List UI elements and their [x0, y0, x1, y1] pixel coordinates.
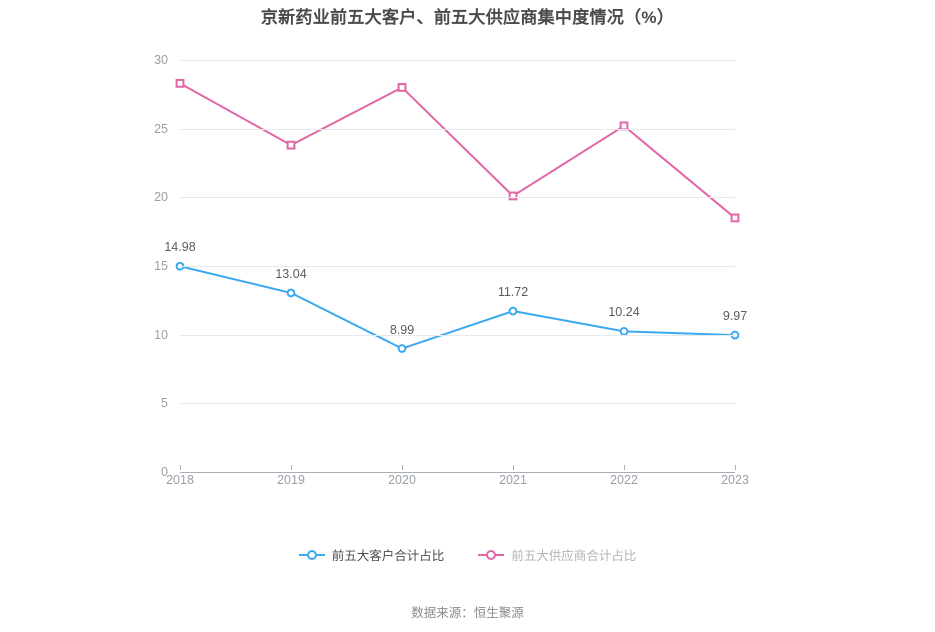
series-lines — [175, 78, 740, 353]
series-line-1 — [179, 82, 736, 219]
gridline — [180, 197, 735, 199]
data-source-note: 数据来源：恒生聚源 — [411, 606, 524, 620]
gridline — [180, 128, 735, 130]
data-point-marker[interactable] — [397, 344, 407, 353]
data-point-marker[interactable] — [175, 78, 185, 88]
x-axis: 2018 2019 2020 2021 2022 2023 — [166, 465, 749, 495]
data-point-label: 14.98 — [164, 240, 196, 255]
y-tick-label: 15 — [154, 259, 168, 273]
data-point-marker[interactable] — [730, 213, 740, 223]
legend-item-1[interactable]: 前五大供应商合计占比 — [478, 545, 636, 564]
x-tick-mark — [402, 465, 403, 470]
legend-line-marker-icon — [298, 549, 325, 560]
data-point-marker[interactable] — [508, 191, 518, 201]
x-tick-label: 2020 — [388, 473, 416, 487]
y-tick-label: 0 — [161, 465, 168, 479]
data-point-label: 11.72 — [497, 285, 529, 300]
legend-line-marker-icon — [478, 549, 505, 560]
gridline — [180, 266, 735, 267]
x-tick-label: 2022 — [610, 473, 638, 487]
y-tick-label: 20 — [154, 190, 168, 205]
x-tick-mark — [735, 465, 736, 470]
data-point-marker[interactable] — [286, 288, 296, 298]
y-tick-label: 5 — [161, 396, 168, 411]
plot-area: 14.98 13.04 8.99 11.72 10.24 9.97 — [164, 60, 747, 473]
chart-legend: 前五大客户合计占比 前五大供应商合计占比 — [0, 545, 935, 564]
y-tick-label: 30 — [154, 53, 168, 67]
data-point-label: 9.97 — [722, 309, 748, 324]
data-point-marker[interactable] — [508, 306, 518, 316]
x-tick-mark — [180, 465, 181, 470]
legend-item-label: 前五大客户合计占比 — [331, 549, 445, 563]
chart-title: 京新药业前五大客户、前五大供应商集中度情况（%） — [260, 8, 675, 27]
x-tick-label: 2021 — [499, 473, 527, 487]
y-tick-label: 10 — [154, 327, 168, 342]
y-axis: 0 5 10 15 20 25 30 — [128, 53, 168, 479]
legend-item-0[interactable]: 前五大客户合计占比 — [298, 545, 445, 564]
data-point-marker[interactable] — [286, 140, 296, 150]
gridline — [180, 403, 735, 405]
x-tick-label: 2019 — [277, 473, 305, 487]
x-tick-label: 2018 — [166, 473, 194, 487]
data-point-label: 13.04 — [275, 266, 307, 281]
x-tick-mark — [624, 465, 625, 470]
data-point-marker[interactable] — [397, 83, 407, 92]
gridline — [180, 334, 735, 336]
y-tick-label: 25 — [154, 121, 168, 136]
data-point-label: 8.99 — [389, 322, 415, 337]
gridline — [180, 60, 735, 61]
x-tick-mark — [513, 465, 514, 470]
data-point-label: 10.24 — [608, 305, 640, 320]
x-axis-line — [180, 472, 735, 473]
legend-item-label: 前五大供应商合计占比 — [511, 549, 637, 563]
series-line-0 — [179, 265, 736, 350]
x-tick-mark — [291, 465, 292, 470]
x-tick-label: 2023 — [721, 473, 749, 487]
